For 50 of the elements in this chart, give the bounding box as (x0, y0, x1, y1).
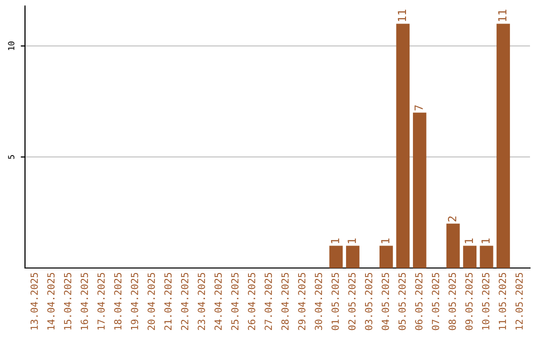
y-tick-label: 10 (8, 41, 14, 50)
x-tick-label: 09.05.2025 (465, 272, 473, 330)
x-tick-label: 04.05.2025 (382, 272, 390, 330)
x-tick-label: 10.05.2025 (482, 272, 490, 330)
bar (496, 24, 510, 268)
bar (463, 246, 476, 268)
data-label: 1 (482, 238, 490, 244)
x-tick-label: 21.04.2025 (164, 272, 172, 330)
y-tick-label: 5 (8, 155, 14, 159)
x-tick-label: 25.04.2025 (231, 272, 239, 330)
x-tick-label: 26.04.2025 (248, 272, 256, 330)
x-tick-label: 24.04.2025 (214, 272, 222, 330)
data-label: 7 (414, 105, 423, 110)
x-tick-label: 08.05.2025 (448, 272, 456, 330)
x-tick-label: 13.04.2025 (30, 272, 38, 330)
x-tick-label: 19.04.2025 (130, 272, 138, 330)
x-tick-label: 17.04.2025 (97, 272, 105, 330)
bar (329, 246, 343, 268)
x-tick-label: 23.04.2025 (198, 272, 206, 330)
x-tick-label: 12.05.2025 (515, 272, 523, 330)
x-tick-label: 03.05.2025 (364, 272, 372, 330)
x-tick-label: 07.05.2025 (432, 272, 440, 330)
bar (412, 112, 426, 268)
x-tick-label: 16.04.2025 (80, 272, 88, 330)
data-label: 2 (448, 216, 456, 222)
x-tick-label: 11.05.2025 (498, 272, 506, 330)
x-tick-label: 28.04.2025 (281, 272, 289, 330)
x-tick-label: 27.04.2025 (264, 272, 272, 330)
data-label: 11 (398, 10, 406, 22)
data-label: 11 (498, 10, 506, 22)
bar (396, 24, 410, 268)
x-tick-label: 02.05.2025 (348, 272, 356, 330)
data-label: 1 (331, 238, 340, 244)
x-tick-label: 29.04.2025 (298, 272, 306, 330)
x-tick-label: 05.05.2025 (398, 272, 406, 330)
x-tick-label: 14.04.2025 (47, 272, 55, 330)
data-label: 1 (348, 238, 356, 244)
x-tick-label: 20.04.2025 (148, 272, 155, 330)
data-label: 1 (464, 238, 473, 244)
bar (480, 246, 494, 268)
data-label: 1 (381, 238, 390, 244)
x-tick-label: 30.04.2025 (314, 272, 322, 330)
x-tick-label: 06.05.2025 (415, 272, 422, 330)
bar (380, 246, 393, 268)
x-tick-label: 22.04.2025 (181, 272, 188, 330)
x-tick-label: 15.04.2025 (64, 272, 72, 330)
bar (346, 246, 360, 268)
x-tick-label: 01.05.2025 (332, 272, 339, 330)
bar (446, 224, 460, 268)
x-tick-label: 18.04.2025 (114, 272, 122, 330)
